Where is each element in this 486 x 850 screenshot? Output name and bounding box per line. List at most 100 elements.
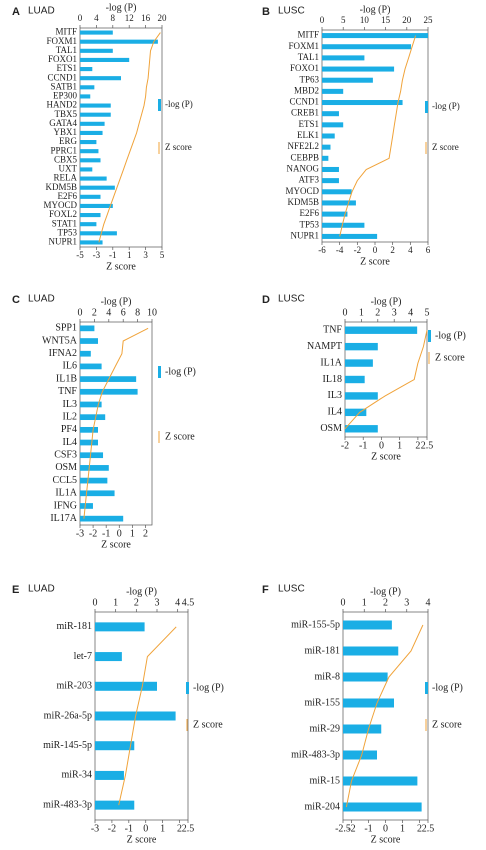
x2-tick-label: 2 bbox=[143, 528, 148, 539]
x-tick-label: 0 bbox=[93, 597, 98, 608]
bar bbox=[80, 515, 124, 522]
x2-tick-label: 2.5 bbox=[421, 440, 434, 451]
category-label: IL18 bbox=[323, 374, 342, 385]
category-label: NFE2L2 bbox=[288, 141, 320, 151]
x2-tick-label: -3 bbox=[93, 250, 101, 260]
category-label: IL17A bbox=[50, 513, 77, 524]
category-label: FOXO1 bbox=[48, 54, 77, 64]
bar bbox=[80, 231, 117, 236]
legend-label: -log (P) bbox=[432, 682, 463, 693]
bar bbox=[80, 57, 130, 62]
category-label: miR-26a-5p bbox=[44, 710, 92, 721]
x-tick-label: 3 bbox=[392, 307, 397, 318]
bar bbox=[80, 103, 111, 108]
panel-letter: E bbox=[12, 584, 19, 596]
bar bbox=[95, 741, 135, 751]
panel-letter: F bbox=[262, 584, 269, 596]
category-label: miR-145-5p bbox=[43, 740, 92, 751]
bar bbox=[343, 672, 388, 682]
x-tick-label: 20 bbox=[158, 13, 168, 23]
category-label: IL6 bbox=[63, 361, 77, 372]
category-label: ATF3 bbox=[298, 175, 319, 185]
category-label: FOXM1 bbox=[46, 36, 77, 46]
x2-axis-title: Z score bbox=[101, 539, 131, 550]
bar bbox=[80, 350, 91, 357]
category-label: miR-203 bbox=[56, 681, 92, 692]
x2-tick-label: -1 bbox=[109, 250, 117, 260]
bar bbox=[322, 111, 339, 117]
category-label: E2F6 bbox=[299, 208, 319, 218]
category-label: TAL1 bbox=[56, 45, 77, 55]
bar bbox=[80, 67, 93, 72]
x2-tick-label: 1 bbox=[127, 250, 132, 260]
bar bbox=[80, 85, 95, 90]
plot-frame bbox=[321, 29, 429, 243]
category-label: IL3 bbox=[63, 399, 77, 410]
legend-label: -log (P) bbox=[165, 99, 193, 109]
x-tick-label: 2 bbox=[134, 597, 139, 608]
category-label: TBX5 bbox=[55, 109, 78, 119]
x2-tick-label: 2.5 bbox=[182, 823, 195, 834]
x-axis-title: -log (P) bbox=[360, 4, 391, 15]
x2-tick-label: 5 bbox=[160, 250, 165, 260]
category-label: E2F6 bbox=[57, 191, 77, 201]
legend-label: -log (P) bbox=[435, 330, 466, 341]
category-label: IL1A bbox=[55, 488, 77, 499]
legend-swatch bbox=[425, 682, 428, 694]
category-label: HAND2 bbox=[47, 100, 78, 110]
bar bbox=[80, 185, 115, 190]
category-label: MBD2 bbox=[294, 85, 319, 95]
category-label: CCND1 bbox=[47, 72, 77, 82]
bar bbox=[343, 750, 377, 760]
x-tick-label: 0 bbox=[78, 307, 83, 318]
legend-swatch bbox=[425, 101, 428, 113]
panel-letter: B bbox=[262, 6, 270, 18]
x-axis-title: -log (P) bbox=[106, 2, 137, 13]
category-label: NUPR1 bbox=[48, 237, 77, 247]
category-label: TAL1 bbox=[298, 52, 319, 62]
bar bbox=[80, 158, 101, 163]
category-label: CBX5 bbox=[54, 154, 78, 164]
bar bbox=[322, 211, 348, 217]
bar bbox=[80, 222, 97, 227]
bar bbox=[80, 121, 105, 126]
z-score-line bbox=[344, 330, 428, 430]
category-label: IL2 bbox=[63, 411, 77, 422]
bar bbox=[343, 724, 382, 734]
bar bbox=[80, 363, 102, 370]
bar bbox=[322, 88, 344, 94]
bar bbox=[80, 130, 103, 135]
category-label: miR-181 bbox=[56, 621, 92, 632]
legend-label: -log (P) bbox=[193, 682, 224, 693]
bar bbox=[80, 149, 99, 154]
bar bbox=[322, 155, 329, 161]
x-tick-label: 6 bbox=[121, 307, 126, 318]
panel-letter: D bbox=[262, 294, 270, 306]
bar bbox=[345, 326, 418, 334]
x-tick-label: 12 bbox=[125, 13, 134, 23]
x2-tick-label: -4 bbox=[336, 245, 344, 255]
x-axis-title: -log (P) bbox=[371, 296, 402, 307]
category-label: miR-34 bbox=[61, 770, 92, 781]
x-tick-label: 0 bbox=[341, 597, 346, 608]
bar bbox=[95, 800, 135, 810]
x2-tick-label: 1 bbox=[160, 823, 165, 834]
category-label: miR-181 bbox=[304, 645, 340, 656]
category-label: KDM5B bbox=[45, 182, 77, 192]
legend-swatch bbox=[158, 99, 161, 111]
category-label: CREB1 bbox=[291, 108, 319, 118]
category-label: SPP1 bbox=[55, 323, 77, 334]
category-label: GATA4 bbox=[49, 118, 77, 128]
category-label: NANOG bbox=[287, 164, 320, 174]
category-label: IFNA2 bbox=[49, 348, 77, 359]
z-score-line bbox=[83, 327, 149, 519]
category-label: WNT5A bbox=[42, 335, 78, 346]
bar bbox=[322, 222, 365, 228]
bar bbox=[80, 338, 98, 344]
x2-axis-title: Z score bbox=[106, 261, 136, 272]
category-label: miR-8 bbox=[314, 671, 340, 682]
category-label: TP63 bbox=[299, 74, 319, 84]
x2-tick-label: 2 bbox=[417, 823, 422, 834]
bar bbox=[322, 200, 356, 206]
x-tick-label: 1 bbox=[113, 597, 118, 608]
